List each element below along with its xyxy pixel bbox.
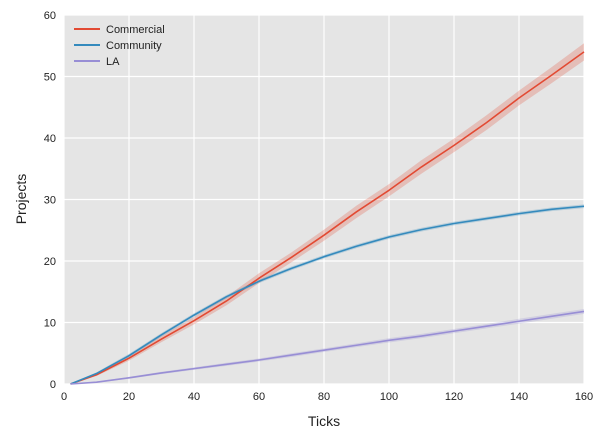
y-tick-label: 30 bbox=[44, 195, 56, 207]
la-line bbox=[70, 310, 585, 385]
x-axis-ticks: 0 20 40 60 80 100 120 140 160 bbox=[61, 391, 593, 403]
y-tick-label: 0 bbox=[50, 379, 56, 391]
x-tick-label: 100 bbox=[380, 391, 398, 403]
x-tick-label: 160 bbox=[575, 391, 593, 403]
legend: Commercial Community LA bbox=[74, 24, 165, 68]
legend-label-community: Community bbox=[106, 40, 162, 52]
x-tick-label: 80 bbox=[318, 391, 330, 403]
y-tick-label: 50 bbox=[44, 72, 56, 84]
x-tick-label: 120 bbox=[445, 391, 463, 403]
x-axis-title: Ticks bbox=[308, 413, 340, 429]
legend-label-la: LA bbox=[106, 56, 120, 68]
x-tick-label: 0 bbox=[61, 391, 67, 403]
grid-lines bbox=[63, 14, 585, 385]
x-tick-label: 140 bbox=[510, 391, 528, 403]
legend-label-commercial: Commercial bbox=[106, 24, 165, 36]
y-tick-label: 20 bbox=[44, 256, 56, 268]
y-axis-ticks: 0 10 20 30 40 50 60 bbox=[44, 10, 56, 391]
y-axis-title: Projects bbox=[13, 174, 29, 225]
y-tick-label: 40 bbox=[44, 133, 56, 145]
commercial-line bbox=[70, 51, 585, 385]
x-tick-label: 20 bbox=[123, 391, 135, 403]
x-tick-label: 60 bbox=[253, 391, 265, 403]
x-tick-label: 40 bbox=[188, 391, 200, 403]
y-tick-label: 60 bbox=[44, 10, 56, 22]
series-lines bbox=[70, 51, 585, 385]
y-tick-label: 10 bbox=[44, 318, 56, 330]
community-line bbox=[70, 205, 585, 385]
